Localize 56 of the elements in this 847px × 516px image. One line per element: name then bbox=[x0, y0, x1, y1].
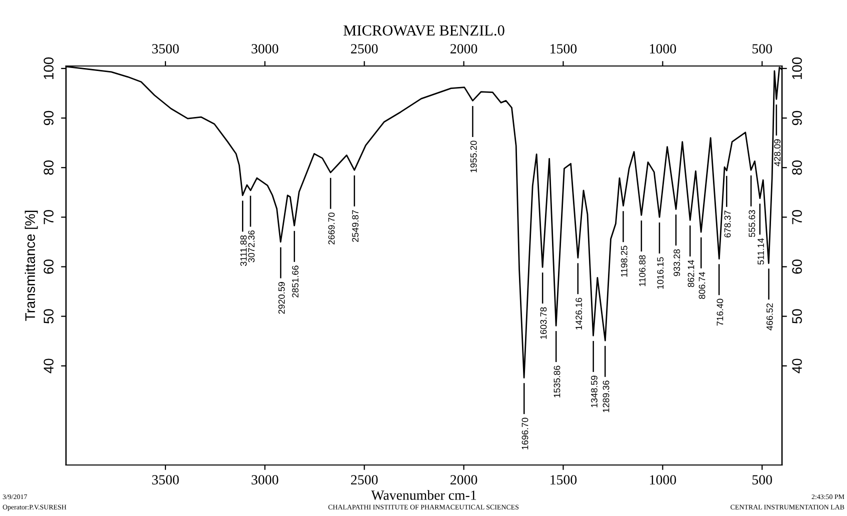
x2-tick-label: 1000 bbox=[650, 44, 676, 54]
y2-tick-label: 50 bbox=[792, 309, 802, 324]
annotation: 511.14 bbox=[758, 238, 764, 265]
x2-tick-label: 3000 bbox=[252, 44, 278, 54]
annotation: 2669.70 bbox=[328, 212, 335, 244]
x-tick-label: 1000 bbox=[650, 475, 676, 484]
annotation: 2549.87 bbox=[352, 210, 359, 242]
y2-tick-label: 80 bbox=[792, 160, 802, 175]
y-tick-label: 80 bbox=[44, 160, 54, 175]
annotation: 1955.20 bbox=[470, 140, 477, 172]
x2-tick-label: 500 bbox=[752, 44, 772, 54]
annotation: 806.74 bbox=[698, 272, 706, 299]
annotation: 3111.88 bbox=[240, 235, 247, 266]
annotation: 716.40 bbox=[716, 298, 724, 326]
annotation: 678.37 bbox=[724, 210, 731, 238]
y2-tick-label: 100 bbox=[792, 57, 802, 80]
annotation: 1016.15 bbox=[657, 257, 664, 289]
y-tick-label: 50 bbox=[44, 309, 54, 324]
x-tick-label: 2500 bbox=[351, 475, 378, 484]
y-tick-label: 90 bbox=[44, 110, 54, 126]
annotation: 933.28 bbox=[674, 249, 680, 276]
y-tick-label: 70 bbox=[44, 210, 54, 224]
x2-tick-label: 3500 bbox=[152, 44, 179, 54]
x2-tick-label: 2500 bbox=[351, 44, 378, 54]
x-tick-label: 3000 bbox=[252, 475, 278, 484]
annotation: 1289.36 bbox=[602, 380, 610, 412]
x-tick-label: 1500 bbox=[550, 475, 577, 484]
y2-tick-label: 60 bbox=[792, 260, 802, 274]
annotation: 862.14 bbox=[688, 260, 694, 288]
y-tick-label: 100 bbox=[44, 57, 54, 80]
annotation: 1106.88 bbox=[639, 255, 646, 286]
annotation: 3072.36 bbox=[248, 230, 255, 262]
y-tick-label: 60 bbox=[44, 260, 54, 274]
annotation: 1535.86 bbox=[554, 366, 560, 398]
y2-tick-label: 40 bbox=[792, 358, 802, 374]
annotation: 1426.16 bbox=[576, 298, 582, 330]
x-axis-title: Wavenumber cm-1 bbox=[371, 490, 476, 500]
chart-title: MICROWAVE BENZIL.0 bbox=[344, 25, 504, 36]
annotation: 466.52 bbox=[766, 303, 773, 330]
y2-tick-label: 90 bbox=[792, 110, 802, 126]
annotation: 1348.59 bbox=[591, 376, 598, 408]
annotation: 555.63 bbox=[748, 210, 756, 237]
annotation: 1603.78 bbox=[540, 307, 547, 339]
annotation: 2920.59 bbox=[278, 282, 285, 314]
x2-tick-label: 1500 bbox=[550, 44, 577, 54]
annotation: 2851.66 bbox=[292, 266, 298, 298]
annotation: 1696.70 bbox=[522, 418, 528, 450]
x-tick-label: 2000 bbox=[450, 475, 478, 484]
x-tick-label: 500 bbox=[752, 475, 772, 484]
annotation: 1198.25 bbox=[620, 246, 628, 277]
y-axis-title: Transmittance [%] bbox=[24, 210, 38, 321]
y2-tick-label: 70 bbox=[792, 210, 802, 224]
y-tick-label: 40 bbox=[44, 358, 54, 374]
x2-tick-label: 2000 bbox=[450, 44, 478, 54]
annotation: 428.09 bbox=[774, 139, 781, 166]
x-tick-label: 3500 bbox=[152, 475, 179, 484]
